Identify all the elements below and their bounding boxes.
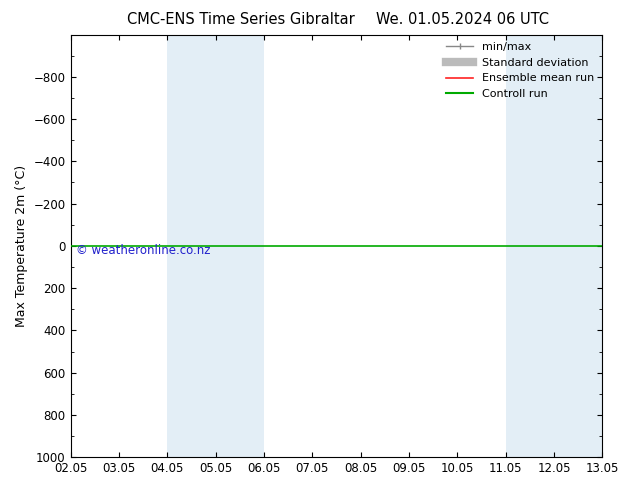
Y-axis label: Max Temperature 2m (°C): Max Temperature 2m (°C) xyxy=(15,165,28,327)
Text: © weatheronline.co.nz: © weatheronline.co.nz xyxy=(76,244,210,257)
Text: CMC-ENS Time Series Gibraltar: CMC-ENS Time Series Gibraltar xyxy=(127,12,355,27)
Legend: min/max, Standard deviation, Ensemble mean run, Controll run: min/max, Standard deviation, Ensemble me… xyxy=(441,38,599,103)
Bar xyxy=(506,35,602,457)
Text: We. 01.05.2024 06 UTC: We. 01.05.2024 06 UTC xyxy=(377,12,549,27)
Bar xyxy=(167,35,264,457)
